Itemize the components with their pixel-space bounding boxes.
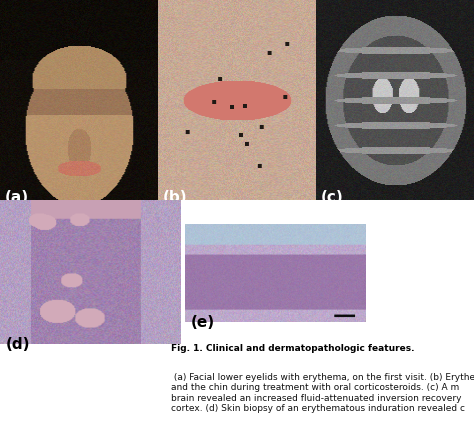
Text: (c): (c) [320,190,343,205]
Text: (e): (e) [190,315,214,330]
Text: (a): (a) [5,190,29,205]
Text: (d): (d) [5,337,30,352]
Text: (b): (b) [163,190,187,205]
Text: (a) Facial lower eyelids with erythema, on the first visit. (b) Erythematou
and : (a) Facial lower eyelids with erythema, … [171,373,474,413]
Text: Fig. 1. Clinical and dermatopathologic features.: Fig. 1. Clinical and dermatopathologic f… [171,344,414,353]
